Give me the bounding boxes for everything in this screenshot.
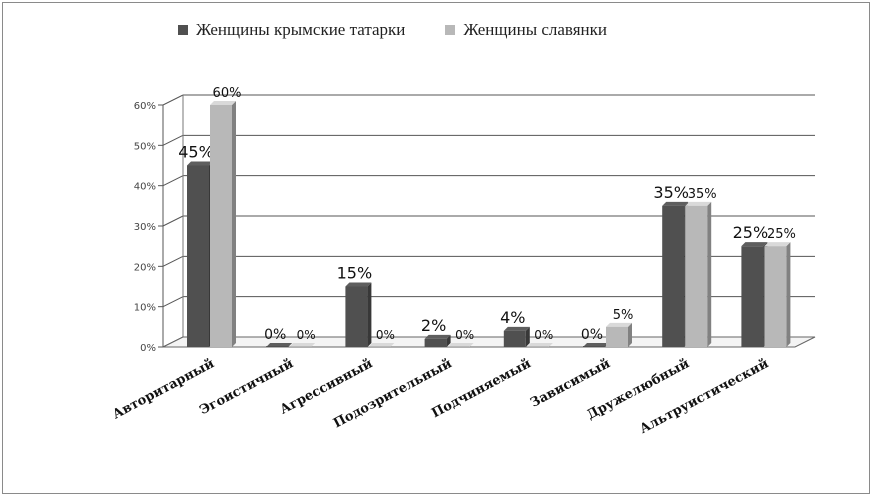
bar xyxy=(266,346,289,347)
gridline-depth xyxy=(162,94,184,106)
bar xyxy=(289,346,312,347)
bar xyxy=(345,286,368,347)
data-label: 5% xyxy=(613,308,634,323)
chart-floor xyxy=(162,336,816,348)
bar-top xyxy=(424,334,451,339)
data-label: 0% xyxy=(455,328,474,342)
legend-item-series-1: Женщины крымские татарки xyxy=(178,20,405,40)
legend-label-series-2: Женщины славянки xyxy=(463,20,608,39)
gridline-depth xyxy=(162,296,184,308)
gridline-depth xyxy=(162,134,184,146)
y-tick-label: 60% xyxy=(134,101,156,112)
bar xyxy=(741,246,764,347)
bar-top xyxy=(503,326,530,331)
bar xyxy=(368,346,391,347)
data-label: 35% xyxy=(688,187,717,202)
data-label: 0% xyxy=(264,327,286,343)
bar xyxy=(424,338,447,347)
bar-side xyxy=(786,242,791,347)
bar xyxy=(526,346,549,347)
y-tick-label: 50% xyxy=(134,141,156,152)
y-tick-label: 0% xyxy=(140,343,156,354)
bar-top xyxy=(187,161,213,166)
data-label: 0% xyxy=(376,328,395,342)
legend-label-series-1: Женщины крымские татарки xyxy=(196,20,406,39)
bar-side xyxy=(628,322,632,347)
legend-swatch-series-2 xyxy=(445,25,456,35)
bar-top xyxy=(764,242,791,247)
bar xyxy=(447,346,470,347)
chart-legend: Женщины крымские татарки Женщины славянк… xyxy=(178,18,607,42)
data-label: 0% xyxy=(297,328,316,342)
bar-top xyxy=(741,242,768,247)
data-label: 0% xyxy=(534,328,553,342)
gridline-depth xyxy=(162,255,184,267)
bar xyxy=(503,330,526,347)
bar xyxy=(210,105,232,347)
bar-side xyxy=(232,101,236,347)
data-label: 15% xyxy=(337,264,373,283)
bar-side xyxy=(525,326,530,347)
data-label: 25% xyxy=(767,227,796,242)
data-label: 2% xyxy=(421,316,446,335)
y-tick-label: 10% xyxy=(134,303,156,314)
data-label: 25% xyxy=(733,223,769,242)
y-tick-label: 40% xyxy=(134,182,156,193)
chart-frame xyxy=(2,2,870,494)
y-tick-label: 30% xyxy=(134,222,156,233)
bar-side xyxy=(367,282,372,347)
bar xyxy=(685,205,708,347)
bar xyxy=(606,326,628,347)
bar xyxy=(764,246,787,347)
gridline-depth xyxy=(162,175,184,187)
gridline-depth xyxy=(162,215,184,227)
y-tick-label: 20% xyxy=(134,262,156,273)
data-label: 35% xyxy=(653,183,689,202)
bar xyxy=(583,346,605,347)
x-tick-label: Альтруистический xyxy=(637,356,771,437)
bar-side xyxy=(446,334,451,347)
bar-top xyxy=(210,101,236,105)
bar xyxy=(187,165,209,347)
legend-swatch-series-1 xyxy=(178,25,188,35)
bar xyxy=(662,205,685,347)
bar-top xyxy=(345,282,372,287)
data-label: 0% xyxy=(581,327,603,343)
bar-side xyxy=(707,201,712,347)
data-label: 60% xyxy=(213,86,242,101)
bar-top xyxy=(662,201,689,206)
data-label: 45% xyxy=(178,143,214,162)
bar-top xyxy=(606,322,632,327)
data-label: 4% xyxy=(500,308,525,327)
legend-item-series-2: Женщины славянки xyxy=(445,20,607,40)
bar-top xyxy=(685,201,712,206)
